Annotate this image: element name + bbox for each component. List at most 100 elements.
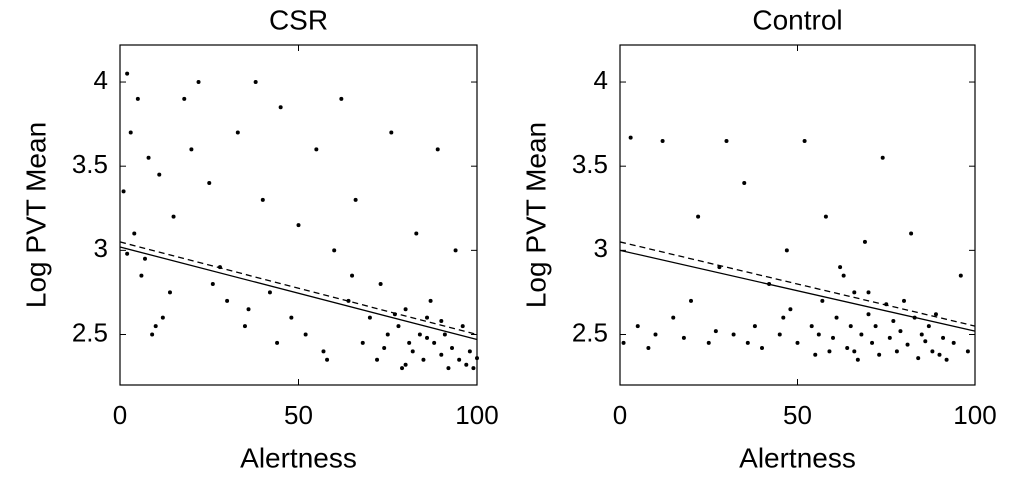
point [425,335,430,340]
point [635,324,640,329]
point [866,290,871,295]
point [457,357,462,362]
x-tick-label: 50 [284,400,313,430]
point [425,315,430,320]
point [435,147,440,152]
y-tick-label: 3.5 [72,149,108,179]
point [378,282,383,287]
point [385,332,390,337]
point [933,312,938,317]
point [859,332,864,337]
point [267,290,272,295]
point [724,138,729,143]
point [471,366,476,371]
point [784,248,789,253]
point [350,273,355,278]
chart-title: Control [752,4,842,35]
point [898,329,903,334]
point [731,332,736,337]
y-tick-label: 3 [94,233,108,263]
point [414,231,419,236]
point [823,214,828,219]
point [831,335,835,340]
point [877,352,882,357]
point [777,332,782,337]
point [135,96,140,101]
point [838,265,843,270]
point [325,357,330,362]
point [400,366,405,371]
y-axis-label: Log PVT Mean [20,122,51,308]
y-tick-label: 2.5 [72,317,108,347]
point [951,340,956,345]
point [428,298,433,303]
point [965,349,970,354]
point [253,80,258,85]
point [813,352,818,357]
fit-line [619,249,976,332]
point [809,324,814,329]
y-tick-label: 3 [594,233,608,263]
point [852,290,857,295]
point [403,307,408,312]
point [450,345,455,350]
x-tick-label: 0 [613,400,627,430]
point [417,332,422,337]
point [752,324,757,329]
point [671,315,676,320]
point [467,349,472,354]
point [873,324,878,329]
point [389,130,394,135]
point [827,349,832,354]
point [146,155,151,160]
point [242,324,247,329]
point [760,345,764,350]
point [958,273,963,278]
point [891,319,896,324]
point [303,332,308,337]
x-tick-label: 0 [113,400,127,430]
point [167,290,172,295]
point [128,130,133,135]
point [848,324,853,329]
point [403,362,408,367]
point [866,312,871,317]
point [887,335,892,340]
point [260,197,265,202]
point [225,298,230,303]
point [923,339,928,344]
y-tick-label: 3.5 [572,149,608,179]
point [442,332,447,337]
x-axis-label: Alertness [240,442,357,473]
point [930,349,935,354]
point [909,231,914,236]
point [289,315,294,320]
point [139,273,144,278]
y-tick-label: 4 [94,65,108,95]
point [278,105,283,110]
point [210,282,215,287]
point [870,340,875,345]
point [926,324,931,329]
point [681,335,686,340]
point [339,96,344,101]
point [628,135,633,140]
point [646,345,651,350]
point [142,256,147,261]
point [621,340,626,345]
point [410,349,415,354]
point [706,340,711,345]
point [150,332,155,337]
point [396,324,401,329]
point [788,307,793,312]
point [880,155,885,160]
point [781,315,786,320]
point [367,315,372,320]
axes-box [619,44,976,386]
point [235,130,240,135]
y-tick-label: 4 [594,65,608,95]
point [919,332,924,337]
point [802,138,807,143]
point [834,315,839,320]
